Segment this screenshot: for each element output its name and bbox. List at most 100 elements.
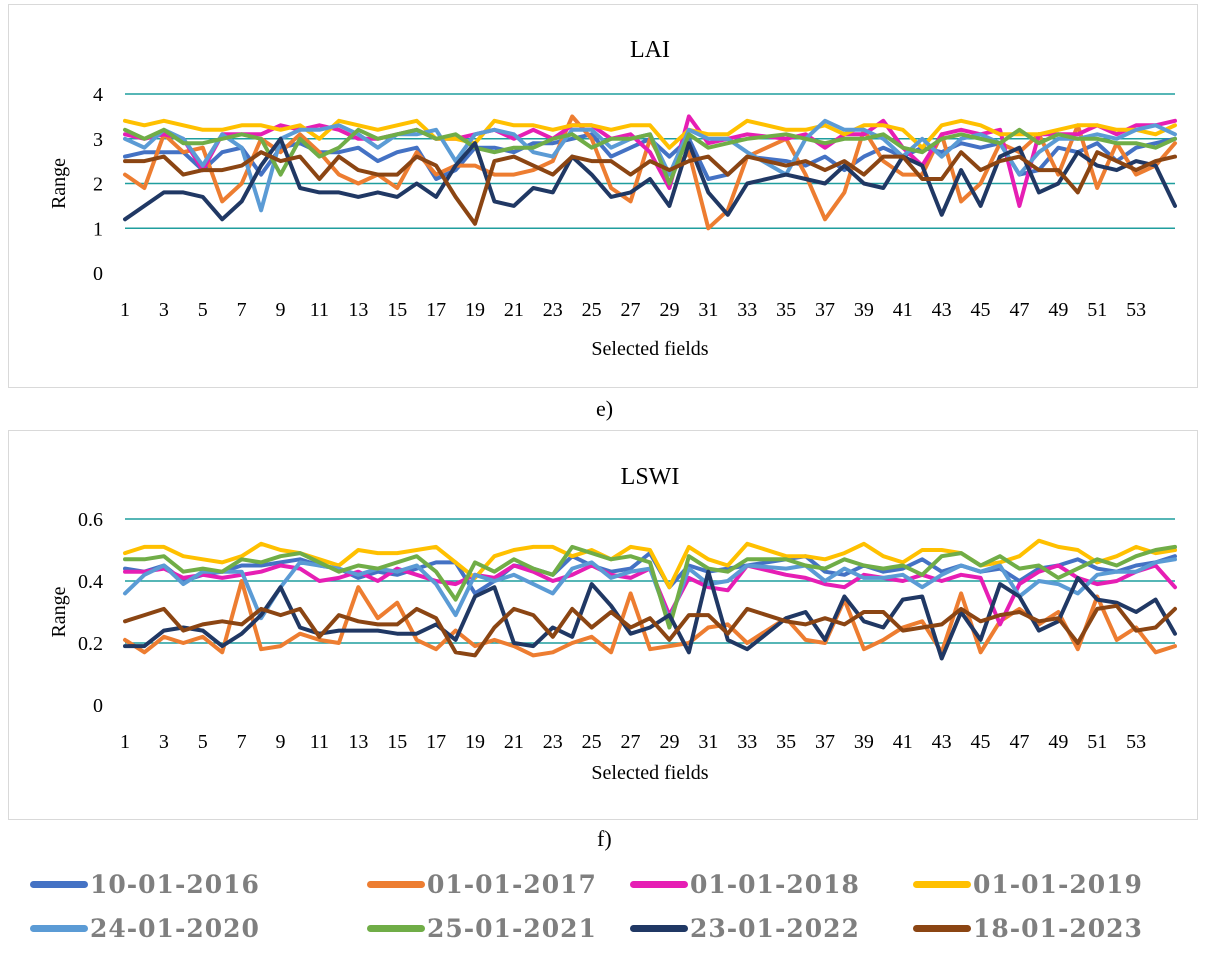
lswi-x-tick-label: 25 [582, 731, 602, 753]
lai-y-tick-label: 1 [93, 218, 103, 240]
lai-x-tick-label: 15 [387, 299, 407, 321]
lai-y-tick-label: 3 [93, 129, 103, 151]
lai-x-tick-label: 47 [1009, 299, 1029, 321]
lswi-x-tick-label: 29 [659, 731, 679, 753]
lswi-x-tick-label: 9 [276, 731, 286, 753]
legend-item: 01-01-2019 [913, 864, 1143, 904]
lai-x-tick-label: 43 [932, 299, 952, 321]
legend-swatch [630, 924, 688, 932]
lswi-x-tick-label: 17 [426, 731, 446, 753]
lai-x-tick-label: 23 [543, 299, 563, 321]
lswi-series-line [123, 544, 1177, 630]
lswi-x-tick-label: 49 [1048, 731, 1068, 753]
lai-x-tick-label: 29 [659, 299, 679, 321]
lswi-series-line [123, 557, 1177, 624]
lai-series-line [123, 150, 1177, 226]
legend-item: 25-01-2021 [367, 908, 597, 948]
lswi-x-tick-label: 3 [159, 731, 169, 753]
legend-item: 01-01-2017 [367, 864, 597, 904]
lswi-series-line [123, 603, 1177, 658]
lai-x-tick-label: 51 [1087, 299, 1107, 321]
legend-swatch [913, 924, 971, 932]
lswi-x-axis-label: Selected fields [591, 762, 708, 784]
lai-chart-panel: LAI 0 1 2 3 4 1 3 5 7 9 11 13 15 17 19 21 23 25 27 29 31 33 35 3… [8, 4, 1198, 388]
legend-label: 01-01-2018 [690, 869, 860, 899]
lswi-x-tick-label: 35 [776, 731, 796, 753]
lswi-x-tick-label: 43 [932, 731, 952, 753]
legend-item: 01-01-2018 [630, 864, 860, 904]
lai-x-tick-label: 25 [582, 299, 602, 321]
legend-item: 18-01-2023 [913, 908, 1143, 948]
lai-x-tick-label: 37 [815, 299, 835, 321]
lswi-x-tick-label: 5 [198, 731, 208, 753]
lai-x-tick-label: 5 [198, 299, 208, 321]
lswi-x-tick-label: 15 [387, 731, 407, 753]
legend-swatch [630, 880, 688, 888]
lswi-y-tick-label: 0 [93, 695, 103, 717]
lai-series-line [123, 127, 1177, 186]
lai-x-tick-label: 11 [310, 299, 329, 321]
lswi-series-line [123, 569, 1177, 661]
lswi-y-tick-label: 0.4 [78, 571, 103, 593]
lai-x-tick-label: 49 [1048, 299, 1068, 321]
legend-label: 01-01-2017 [427, 869, 597, 899]
lswi-x-tick-label: 41 [893, 731, 913, 753]
legend-swatch [913, 880, 971, 888]
lswi-x-tick-label: 27 [621, 731, 641, 753]
lai-x-tick-label: 13 [348, 299, 368, 321]
lswi-x-tick-label: 31 [698, 731, 718, 753]
lai-x-tick-label: 17 [426, 299, 446, 321]
lswi-x-tick-label: 33 [737, 731, 757, 753]
lai-x-axis-label: Selected fields [591, 338, 708, 360]
lswi-x-tick-label: 45 [971, 731, 991, 753]
lswi-chart-title: LSWI [621, 464, 680, 490]
lswi-x-tick-label: 23 [543, 731, 563, 753]
caption-e: e) [596, 396, 614, 421]
lai-x-tick-label: 33 [737, 299, 757, 321]
legend-swatch [30, 924, 88, 932]
legend-label: 10-01-2016 [90, 869, 260, 899]
lai-x-tick-label: 1 [120, 299, 130, 321]
lswi-x-tick-label: 21 [504, 731, 524, 753]
lai-chart-title: LAI [630, 37, 670, 63]
legend-label: 01-01-2019 [973, 869, 1143, 899]
lai-y-tick-label: 0 [93, 263, 103, 285]
caption-f: f) [597, 826, 612, 851]
lai-x-tick-label: 21 [504, 299, 524, 321]
lai-x-tick-label: 9 [276, 299, 286, 321]
legend-swatch [367, 924, 425, 932]
lai-x-tick-label: 31 [698, 299, 718, 321]
legend-label: 23-01-2022 [690, 913, 860, 943]
lai-x-tick-label: 7 [237, 299, 247, 321]
lswi-x-tick-label: 39 [854, 731, 874, 753]
legend-label: 18-01-2023 [973, 913, 1143, 943]
chart-legend: 10-01-2016 01-01-2017 01-01-2018 01-01-2019… [30, 864, 1200, 954]
lai-y-axis-label: Range [48, 158, 70, 209]
legend-item: 10-01-2016 [30, 864, 260, 904]
lswi-chart-panel: LSWI 0 0.2 0.4 0.6 1 3 5 7 9 11 13 15 17 19 21 23 25 27 29 3… [8, 430, 1198, 820]
legend-swatch [367, 880, 425, 888]
lai-x-tick-label: 3 [159, 299, 169, 321]
legend-label: 24-01-2020 [90, 913, 260, 943]
lswi-x-tick-label: 37 [815, 731, 835, 753]
lswi-x-tick-label: 11 [310, 731, 329, 753]
lswi-y-axis-label: Range [48, 586, 70, 637]
lswi-x-tick-label: 53 [1126, 731, 1146, 753]
lswi-x-tick-label: 13 [348, 731, 368, 753]
lswi-y-tick-label: 0.2 [78, 633, 103, 655]
lai-series-line [123, 118, 1177, 150]
lai-y-tick-label: 4 [93, 84, 103, 106]
lai-x-tick-label: 53 [1126, 299, 1146, 321]
lai-x-tick-label: 41 [893, 299, 913, 321]
lai-x-tick-label: 19 [465, 299, 485, 321]
lai-x-tick-label: 39 [854, 299, 874, 321]
lswi-x-tick-label: 51 [1087, 731, 1107, 753]
legend-swatch [30, 880, 88, 888]
legend-item: 24-01-2020 [30, 908, 260, 948]
lswi-x-tick-label: 1 [120, 731, 130, 753]
lswi-x-tick-label: 19 [465, 731, 485, 753]
lswi-y-tick-label: 0.6 [78, 509, 103, 531]
lswi-x-tick-label: 7 [237, 731, 247, 753]
